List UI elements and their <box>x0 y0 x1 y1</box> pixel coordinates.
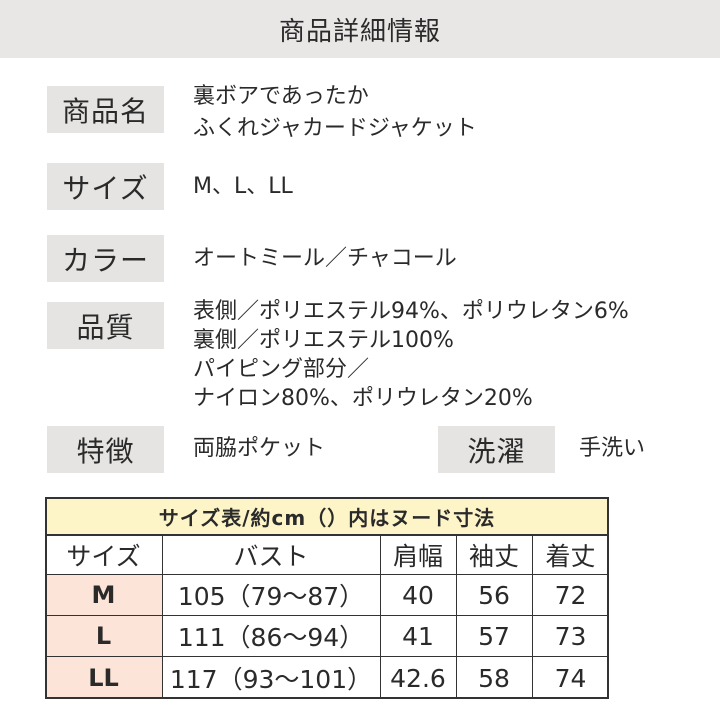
table-row-size-cell: L <box>45 616 162 656</box>
quality-line: パイピング部分／ <box>193 357 370 382</box>
label-product-name: 商品名 <box>47 86 164 133</box>
table-header-cell: 袖丈 <box>468 541 519 571</box>
table-header-cell: サイズ <box>66 541 141 571</box>
table-cell: 57 <box>478 621 510 651</box>
table-cell: 41 <box>402 621 434 651</box>
table-border <box>45 497 47 699</box>
table-cell: 73 <box>554 621 587 651</box>
table-cell: 58 <box>478 663 510 693</box>
label-quality: 品質 <box>47 302 164 349</box>
table-border <box>380 535 381 699</box>
label-feature: 特徴 <box>47 426 164 473</box>
table-border <box>45 697 609 699</box>
table-border <box>532 535 533 699</box>
table-row-size-cell: LL <box>45 657 162 699</box>
value-product-name: 裏ボアであったか ふくれジャカードジャケット <box>193 82 477 143</box>
table-border <box>45 656 609 657</box>
value-color: オートミール／チャコール <box>193 246 457 271</box>
value-size: M、L、LL <box>193 174 293 199</box>
table-cell: 117（93〜101） <box>169 665 373 694</box>
table-border <box>607 497 609 699</box>
table-border <box>456 535 457 699</box>
table-header-cell: バスト <box>233 541 309 571</box>
quality-line: 表側／ポリエステル94%、ポリウレタン6% <box>193 299 629 324</box>
table-cell: 42.6 <box>390 663 446 693</box>
value-wash: 手洗い <box>579 436 646 461</box>
table-cell: 72 <box>554 580 587 610</box>
value-quality: 表側／ポリエステル94%、ポリウレタン6% 裏側／ポリエステル100% パイピン… <box>193 297 629 413</box>
table-header-cell: 着丈 <box>545 541 596 571</box>
label-color: カラー <box>47 235 164 282</box>
label-wash: 洗濯 <box>438 426 555 473</box>
page-title: 商品詳細情報 <box>0 0 720 58</box>
size-table-title: サイズ表/約cm（）内はヌード寸法 <box>45 497 609 535</box>
table-border <box>45 534 609 536</box>
table-border <box>45 615 609 616</box>
size-table: サイズ表/約cm（）内はヌード寸法 サイズ バスト 肩幅 袖丈 着丈 M 105… <box>45 497 609 699</box>
table-border <box>162 535 163 699</box>
value-feature: 両脇ポケット <box>193 436 326 461</box>
table-cell: 105（79〜87） <box>177 582 365 611</box>
table-row-size-cell: M <box>45 575 162 615</box>
table-header-cell: 肩幅 <box>392 541 443 571</box>
table-cell: 40 <box>402 580 434 610</box>
quality-line: ナイロン80%、ポリウレタン20% <box>193 386 533 411</box>
table-cell: 56 <box>478 580 510 610</box>
table-cell: 74 <box>554 663 587 693</box>
label-size: サイズ <box>47 163 164 210</box>
table-cell: 111（86〜94） <box>177 623 365 652</box>
product-name-line: ふくれジャカードジャケット <box>193 116 477 141</box>
product-name-line: 裏ボアであったか <box>193 84 369 109</box>
table-border <box>45 497 609 499</box>
table-border <box>45 574 609 575</box>
quality-line: 裏側／ポリエステル100% <box>193 328 454 353</box>
